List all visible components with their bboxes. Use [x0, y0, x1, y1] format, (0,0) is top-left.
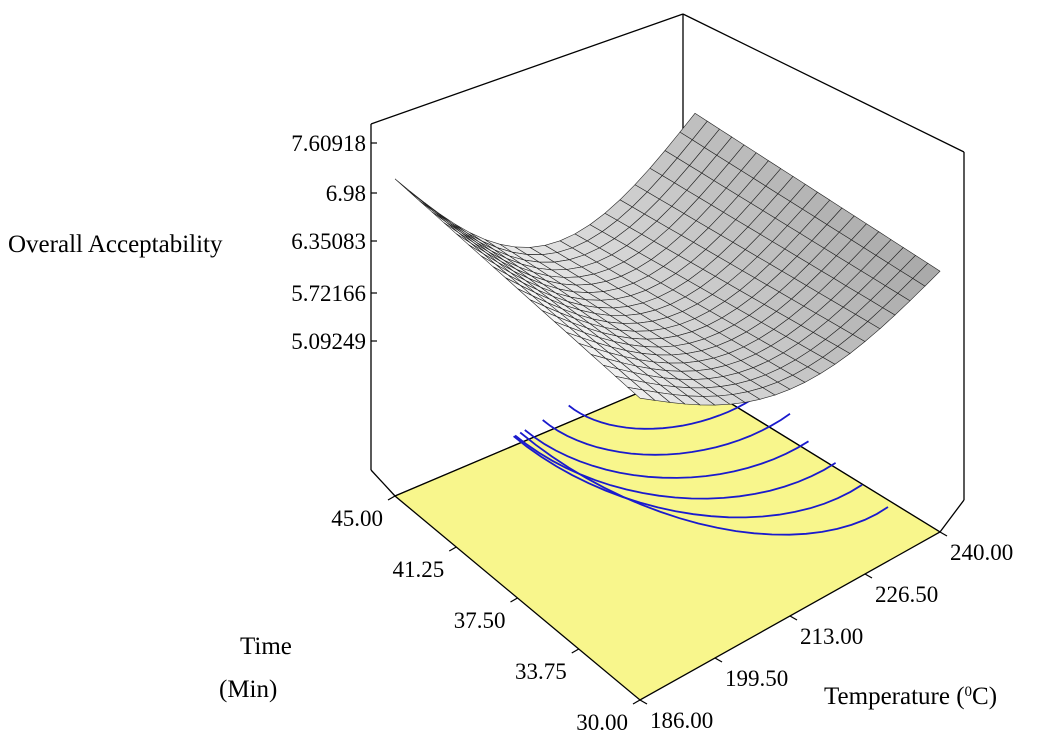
temperature-axis-title: Temperature (0C): [824, 683, 997, 710]
time-tick-label: 37.50: [454, 608, 506, 633]
left-connector-edge: [370, 469, 396, 497]
temperature-tick-mark: [939, 531, 948, 537]
front-frame: [370, 124, 965, 533]
time-tick-mark: [571, 648, 580, 654]
z-axis-title: Overall Acceptability: [8, 231, 223, 258]
temperature-tick-mark: [789, 615, 798, 621]
contour-line: [514, 434, 837, 500]
time-axis-ticks: 30.00 33.75 37.50 41.25 45.00: [331, 495, 641, 735]
contour-line: [524, 429, 809, 479]
z-tick-label: 5.72166: [291, 281, 366, 306]
surface-cell: [912, 262, 941, 287]
z-tick-label: 6.98: [326, 181, 366, 206]
temperature-label-main: Temperature (: [824, 683, 965, 710]
contour-lines: [513, 393, 889, 536]
time-axis-unit: (Min): [219, 676, 277, 703]
temperature-tick-label: 213.00: [800, 624, 863, 649]
time-tick-mark: [448, 546, 457, 552]
time-tick-label: 45.00: [331, 506, 383, 531]
z-tick-label: 5.09249: [291, 329, 366, 354]
time-tick-mark: [510, 597, 518, 603]
contour-line: [513, 435, 863, 519]
time-tick-label: 41.25: [393, 557, 445, 582]
back-top-edge-right: [682, 13, 965, 153]
temperature-tick-label: 226.50: [875, 582, 938, 607]
time-axis-title: Time: [240, 633, 292, 660]
temperature-axis-ticks: 186.00 199.50 213.00 226.50 240.00: [639, 531, 1013, 733]
time-tick-label: 30.00: [576, 710, 628, 735]
time-tick-label: 33.75: [515, 659, 567, 684]
contour-line: [568, 393, 761, 430]
time-tick-mark: [632, 699, 641, 705]
temperature-label-superscript: 0: [965, 684, 973, 700]
back-top-edge-left: [370, 13, 684, 125]
time-tick-mark: [387, 495, 396, 501]
temperature-tick-mark: [714, 657, 723, 663]
contour-plane: [393, 373, 942, 701]
contour-line: [519, 431, 889, 536]
temperature-tick-label: 199.50: [725, 666, 788, 691]
temperature-tick-mark: [864, 573, 873, 579]
right-connector-edge: [939, 499, 965, 533]
z-tick-label: 7.60918: [291, 131, 366, 156]
temperature-tick-mark: [639, 699, 648, 705]
temperature-label-unit: C): [972, 683, 997, 710]
z-tick-label: 6.35083: [291, 229, 366, 254]
response-surface: [394, 112, 941, 406]
temperature-tick-label: 240.00: [950, 540, 1013, 565]
temperature-tick-label: 186.00: [650, 708, 713, 733]
z-axis-ticks: 7.60918 6.98 6.35083 5.72166 5.09249: [291, 131, 377, 354]
contour-line: [542, 413, 791, 456]
